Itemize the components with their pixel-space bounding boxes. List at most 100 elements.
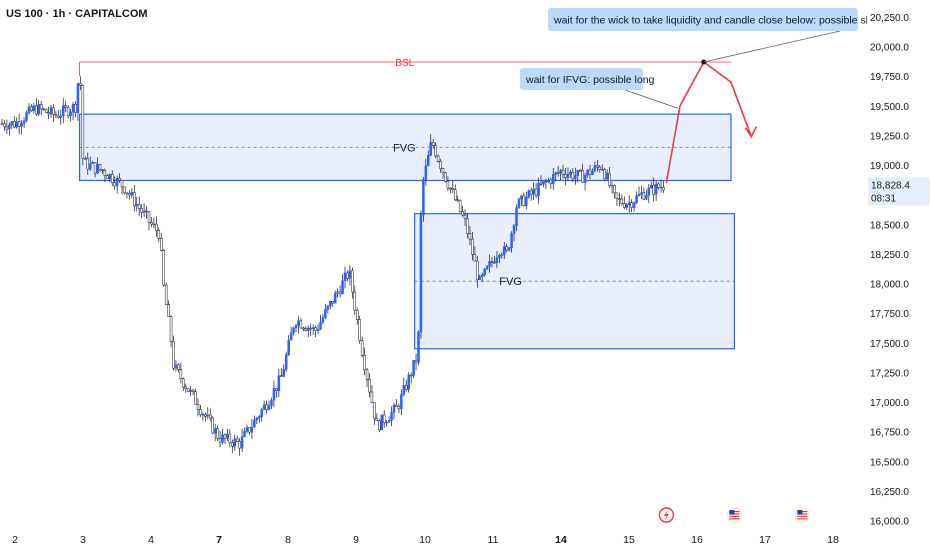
candle-body	[221, 434, 224, 443]
us-flag-icon[interactable]	[726, 507, 742, 523]
callout-pointer	[703, 30, 841, 63]
callout-pointer	[624, 89, 679, 109]
candle-body	[253, 419, 256, 428]
candle-body	[468, 233, 472, 240]
candle-body	[480, 274, 484, 277]
candle-body	[363, 355, 366, 371]
candle-body	[25, 112, 28, 122]
candle-body	[167, 304, 170, 317]
candle-body	[569, 171, 572, 175]
candle-body	[125, 192, 129, 195]
candle-body	[145, 210, 148, 213]
candle-body	[201, 414, 205, 416]
candle-body	[488, 261, 491, 267]
candle-body	[123, 186, 126, 194]
price-tag-countdown: 08:31	[871, 193, 896, 204]
candle-body	[534, 188, 538, 197]
candle-body	[270, 399, 273, 406]
candle-body	[532, 188, 535, 195]
candle-body	[267, 405, 271, 410]
callout-box[interactable]	[548, 8, 858, 31]
candle-body	[260, 409, 263, 417]
candle-body	[478, 276, 481, 280]
candle-body	[196, 404, 200, 410]
candle-body	[64, 105, 67, 108]
candle-body	[463, 214, 467, 220]
candle-body	[402, 385, 406, 395]
callout-text: wait for IFVG: possible long	[525, 74, 655, 86]
candle-body	[52, 107, 55, 115]
candle-body	[365, 369, 369, 380]
flag-canton	[729, 510, 735, 515]
candle-body	[17, 121, 21, 127]
candle-body	[505, 246, 508, 251]
y-tick-label: 19,250.0	[870, 131, 909, 142]
candle-body	[169, 316, 173, 342]
candle-body	[387, 420, 391, 423]
candle-body	[346, 272, 349, 279]
candle-body	[539, 182, 543, 185]
candle-body	[625, 204, 628, 208]
candle-body	[262, 404, 266, 410]
candle-body	[37, 104, 40, 115]
candle-body	[427, 154, 430, 167]
candle-body	[284, 354, 288, 370]
candle-body	[84, 158, 87, 160]
candle-body	[133, 192, 136, 207]
candle-body	[177, 364, 180, 370]
candle-body	[32, 105, 36, 111]
candle-body	[27, 106, 31, 113]
candle-body	[601, 169, 604, 171]
candle-body	[630, 202, 633, 208]
candle-body	[30, 106, 33, 111]
candle-body	[341, 280, 344, 295]
callout-box[interactable]	[520, 68, 643, 90]
candle-body	[113, 182, 116, 187]
flag-stripe	[797, 518, 808, 520]
candle-body	[292, 327, 295, 334]
candle-body	[598, 166, 602, 170]
y-tick-label: 19,750.0	[870, 72, 909, 83]
candle-body	[400, 394, 403, 410]
candle-body	[88, 163, 92, 170]
candle-body	[280, 375, 283, 378]
x-tick-label: 15	[623, 534, 635, 546]
candle-body	[483, 268, 486, 276]
candle-body	[515, 207, 518, 226]
candle-body	[436, 155, 440, 162]
candle-body	[216, 428, 219, 439]
y-tick-label: 16,000.0	[870, 517, 909, 528]
flag-stripe	[797, 515, 808, 517]
candle-body	[54, 114, 58, 117]
candle-body	[498, 255, 501, 259]
candle-body	[586, 169, 589, 176]
candle-body	[353, 291, 357, 311]
candle-body	[182, 378, 185, 388]
candle-body	[71, 103, 75, 113]
symbol-title: US 100 · 1h · CAPITALCOM	[6, 8, 148, 20]
candle-body	[333, 292, 337, 304]
us-flag-icon[interactable]	[794, 507, 810, 523]
candle-body	[375, 418, 379, 422]
y-tick-label: 16,750.0	[870, 428, 909, 439]
candle-body	[596, 165, 599, 168]
candle-body	[542, 181, 545, 185]
candle-body	[503, 246, 506, 255]
candle-body	[331, 301, 334, 304]
candle-body	[15, 121, 18, 128]
candle-body	[414, 360, 418, 363]
y-tick-label: 18,250.0	[870, 250, 909, 261]
candle-body	[258, 416, 261, 419]
candle-body	[613, 185, 616, 194]
candle-body	[248, 427, 251, 433]
candle-body	[471, 238, 474, 255]
projection-arrow-icon	[744, 126, 758, 139]
lightning-icon[interactable]	[658, 507, 675, 523]
candle-body	[610, 185, 614, 187]
y-tick-label: 18,000.0	[870, 280, 909, 291]
candle-body	[338, 291, 342, 295]
candle-body	[623, 203, 626, 208]
candle-body	[659, 186, 663, 189]
candle-body	[66, 107, 70, 117]
